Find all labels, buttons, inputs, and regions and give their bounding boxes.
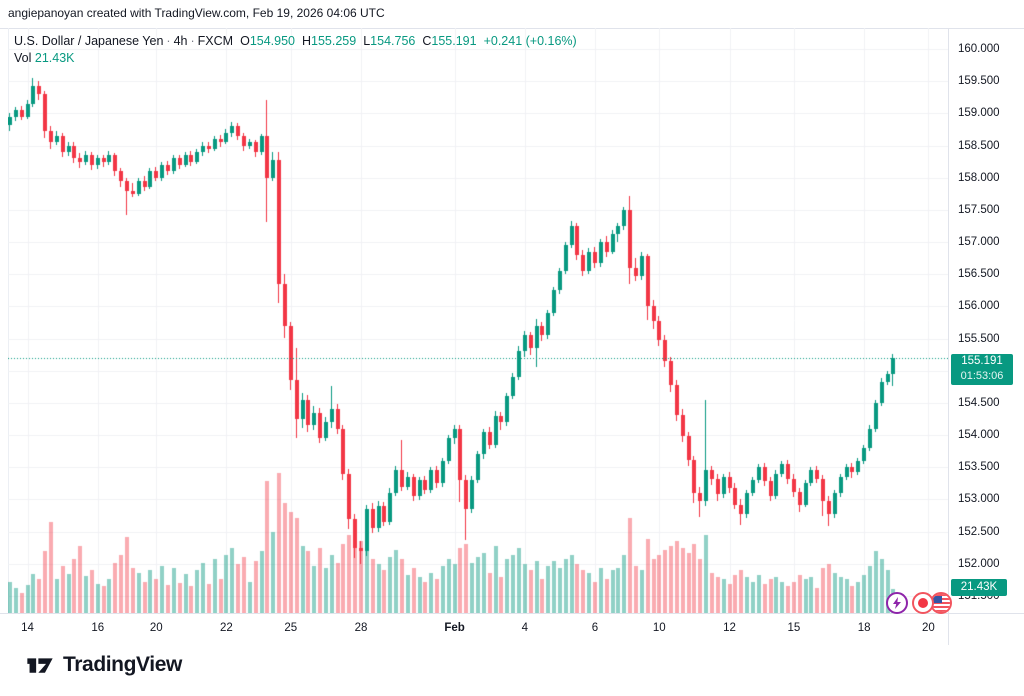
attribution-text: angiepanoyan created with TradingView.co… [8, 6, 385, 20]
close-letter: C [422, 34, 432, 48]
time-axis-label: 16 [91, 622, 105, 634]
time-axis-label: 28 [354, 622, 368, 634]
current-price-value: 155.191 [961, 355, 1003, 367]
change-value: +0.241 (+0.16%) [483, 34, 577, 48]
time-axis-border [0, 613, 1024, 614]
chart-canvas[interactable] [8, 28, 948, 613]
price-axis-label: 159.500 [958, 75, 1000, 88]
high-letter: H [302, 34, 312, 48]
high-value: 155.259 [311, 34, 357, 48]
volume-row-value: 21.43K [34, 51, 75, 65]
japan-flag-icon[interactable] [912, 592, 934, 614]
price-axis-label: 153.000 [958, 493, 1000, 506]
tradingview-watermark[interactable]: TradingView [26, 653, 182, 677]
price-axis-label: 156.500 [958, 268, 1000, 281]
time-axis-label: 12 [723, 622, 736, 634]
symbol-title[interactable]: U.S. Dollar / Japanese Yen [14, 34, 164, 48]
low-letter: L [363, 34, 371, 48]
time-axis[interactable]: 14 16 20 22 25 28 Feb 4 6 10 12 15 18 20 [0, 613, 1024, 645]
legend-separator: · [166, 34, 171, 48]
time-axis-label: 15 [787, 622, 801, 634]
price-axis-label: 160.000 [958, 43, 1000, 55]
time-axis-label: 20 [149, 622, 163, 634]
lightning-event-icon[interactable] [886, 592, 908, 614]
price-axis-label: 159.000 [958, 107, 1000, 120]
price-axis-label: 155.500 [958, 332, 1000, 345]
bar-countdown: 01:53:06 [960, 370, 1004, 382]
legend: U.S. Dollar / Japanese Yen · 4h · FXCM O154.9… [14, 33, 577, 67]
price-axis-label: 158.000 [958, 171, 1000, 184]
close-value: 155.191 [431, 34, 477, 48]
tradingview-wordmark: TradingView [63, 653, 182, 676]
japan-flag-dot [918, 598, 928, 608]
interval-label[interactable]: 4h [173, 34, 188, 48]
price-axis-label: 154.500 [958, 396, 1000, 409]
time-axis-label: 14 [21, 622, 34, 634]
time-axis-label: 22 [219, 622, 233, 634]
price-axis-label: 153.500 [958, 461, 1000, 474]
lightning-bolt-glyph [893, 597, 901, 609]
time-axis-label: 18 [857, 622, 871, 634]
price-axis-label: 157.500 [958, 203, 1000, 216]
open-letter: O [240, 34, 250, 48]
time-axis-label: 4 [521, 622, 528, 634]
time-axis-label: 6 [591, 622, 599, 634]
price-axis-label: 152.000 [958, 557, 1000, 570]
open-value: 154.950 [249, 34, 295, 48]
tradingview-logo-icon [27, 658, 53, 673]
time-axis-label: 25 [284, 622, 298, 634]
current-price-badge: 155.191 01:53:06 [951, 354, 1013, 385]
time-axis-label: 20 [921, 622, 935, 634]
time-axis-label: 10 [652, 622, 666, 634]
price-axis-label: 158.500 [958, 139, 1000, 152]
price-axis-label: 156.000 [958, 300, 1000, 313]
price-axis-label: 154.000 [958, 429, 1000, 442]
legend-separator: · [190, 34, 195, 48]
price-axis[interactable]: 160.000 159.500 159.000 158.500 158.000 157.5… [948, 28, 1024, 613]
price-axis-label: 152.500 [958, 525, 1000, 538]
us-flag-canton [933, 596, 942, 603]
volume-row-label[interactable]: Vol [14, 51, 32, 65]
time-axis-label: Feb [444, 622, 465, 634]
low-value: 154.756 [370, 34, 416, 48]
price-axis-border [948, 28, 949, 645]
volume-badge: 21.43K [951, 579, 1007, 596]
price-axis-label: 157.000 [958, 236, 1000, 248]
exchange-label[interactable]: FXCM [197, 34, 234, 48]
